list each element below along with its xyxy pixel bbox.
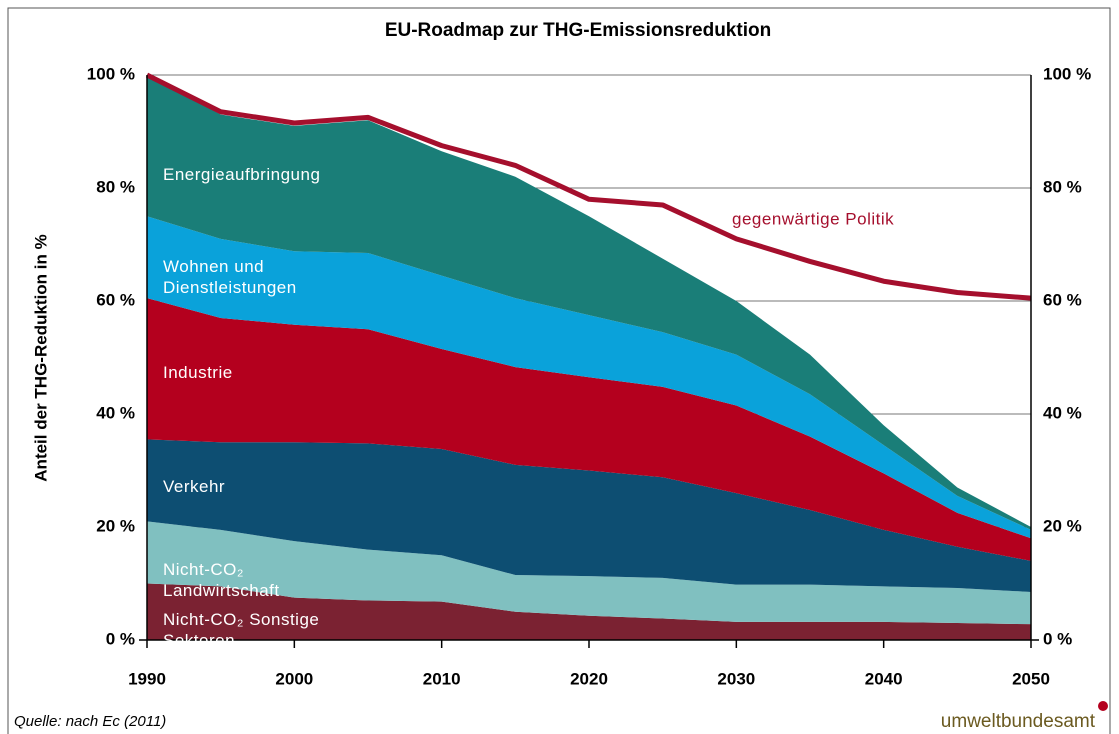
series-label: Industrie bbox=[163, 363, 233, 382]
y2-tick-label: 60 % bbox=[1043, 290, 1082, 309]
x-tick-label: 2030 bbox=[717, 669, 755, 688]
y-tick-label: 0 % bbox=[106, 629, 135, 648]
x-tick-label: 1990 bbox=[128, 669, 166, 688]
y2-tick-label: 40 % bbox=[1043, 403, 1082, 422]
series-label: Nicht-CO₂ Sonstige Sektoren bbox=[163, 610, 320, 650]
area bbox=[147, 75, 1031, 530]
logo-icon bbox=[1098, 701, 1108, 711]
area bbox=[147, 583, 1031, 640]
y-tick-label: 80 % bbox=[96, 177, 135, 196]
x-tick-label: 2050 bbox=[1012, 669, 1050, 688]
y2-tick-label: 0 % bbox=[1043, 629, 1072, 648]
series-label: Energieaufbringung bbox=[163, 165, 321, 184]
chart-title: EU-Roadmap zur THG-Emissionsreduktion bbox=[385, 20, 771, 41]
policy-line bbox=[145, 72, 1032, 301]
y-tick-label: 20 % bbox=[96, 516, 135, 535]
area bbox=[147, 521, 1031, 625]
x-tick-label: 2000 bbox=[275, 669, 313, 688]
frame bbox=[7, 7, 1111, 734]
area bbox=[147, 439, 1031, 592]
series-label: Wohnen und Dienstleistungen bbox=[163, 257, 297, 297]
source: Quelle: nach Ec (2011) bbox=[14, 713, 166, 730]
x-tick-label: 2040 bbox=[865, 669, 903, 688]
y-tick-label: 40 % bbox=[96, 403, 135, 422]
x-tick-label: 2020 bbox=[570, 669, 608, 688]
area bbox=[147, 298, 1031, 561]
logo: umweltbundesamt bbox=[941, 711, 1096, 732]
area bbox=[147, 216, 1031, 539]
y-tick-label: 60 % bbox=[96, 290, 135, 309]
line-label: gegenwärtige Politik bbox=[732, 209, 894, 228]
series-label: Nicht-CO₂ Landwirtschaft bbox=[163, 560, 280, 600]
y2-tick-label: 20 % bbox=[1043, 516, 1082, 535]
x-tick-label: 2010 bbox=[423, 669, 461, 688]
y-axis-label: Anteil der THG-Reduktion in % bbox=[31, 234, 50, 481]
y-tick-label: 100 % bbox=[87, 64, 135, 83]
y2-tick-label: 80 % bbox=[1043, 177, 1082, 196]
y2-tick-label: 100 % bbox=[1043, 64, 1091, 83]
series-label: Verkehr bbox=[163, 477, 226, 496]
